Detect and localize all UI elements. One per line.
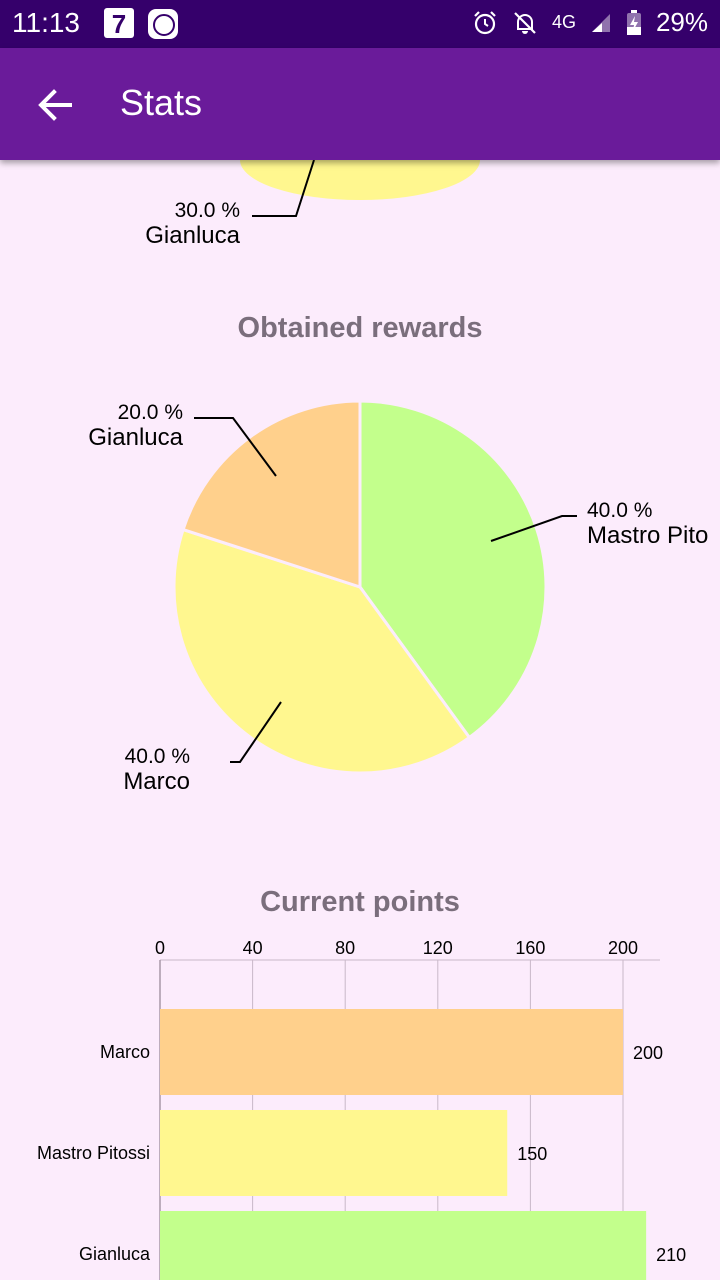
pie-leader-line xyxy=(194,417,277,477)
pie-label-percent: 20.0 % xyxy=(118,401,183,424)
pie-leader-line xyxy=(490,515,577,542)
bar-category-label: Marco xyxy=(100,1042,150,1062)
pie-label-percent: 40.0 % xyxy=(587,499,652,522)
status-time: 11:13 xyxy=(12,7,80,38)
points-chart-title: Current points xyxy=(260,886,460,918)
calendar-notification-icon: 7 xyxy=(104,8,134,39)
x-tick-label: 40 xyxy=(243,940,263,958)
battery-percent: 29% xyxy=(655,7,708,37)
top-pie-leader-line xyxy=(252,159,315,217)
bar-gianluca xyxy=(160,1211,647,1280)
pie-slice-gianluca xyxy=(181,399,362,590)
back-arrow-icon[interactable] xyxy=(34,84,76,126)
app-bar: Stats xyxy=(0,48,720,160)
bar-marco xyxy=(160,1009,623,1095)
pie-label-name: Gianluca xyxy=(88,424,183,451)
x-tick-label: 80 xyxy=(335,940,355,958)
x-tick-label: 200 xyxy=(608,940,638,958)
bar-category-label: Gianluca xyxy=(79,1244,151,1264)
status-icons: 4G 29% xyxy=(472,7,708,38)
pie-slice-mastro-pito xyxy=(358,399,548,740)
bar-value-label: 200 xyxy=(633,1043,663,1063)
bar-value-label: 150 xyxy=(517,1144,547,1164)
pie-label-percent: 40.0 % xyxy=(125,745,190,768)
mi-notification-icon xyxy=(148,9,178,39)
battery-charging-icon xyxy=(626,9,641,35)
pie-slice-marco xyxy=(172,527,472,775)
status-bar: 11:13 7 4G 29% xyxy=(0,0,720,48)
pie-label-name: Mastro Pito xyxy=(587,522,708,549)
bar-category-label: Mastro Pitossi xyxy=(37,1143,150,1163)
points-bar-chart: 0 40 80 120 160 200 Marco 200 Mastro Pitossi 150 G… xyxy=(37,940,686,1280)
top-pie-slice xyxy=(240,160,480,200)
x-tick-label: 0 xyxy=(155,940,165,958)
top-pie-chart-partial: 30.0 % Gianluca xyxy=(145,159,480,249)
x-tick-label: 160 xyxy=(515,940,545,958)
top-pie-label-name: Gianluca xyxy=(145,222,240,249)
bar-value-label: 210 xyxy=(656,1245,686,1265)
app-bar-title: Stats xyxy=(120,82,203,123)
rewards-chart-title: Obtained rewards xyxy=(237,312,483,344)
pie-label-name: Marco xyxy=(123,768,190,795)
signal-icon xyxy=(591,13,610,32)
top-pie-label-percent: 30.0 % xyxy=(175,199,240,222)
x-tick-label: 120 xyxy=(423,940,453,958)
notifications-off-icon xyxy=(514,11,536,34)
network-type: 4G xyxy=(551,12,576,32)
bar-mastro-pitossi xyxy=(160,1110,508,1196)
alarm-icon xyxy=(474,10,496,34)
pie-leader-line xyxy=(230,701,282,763)
